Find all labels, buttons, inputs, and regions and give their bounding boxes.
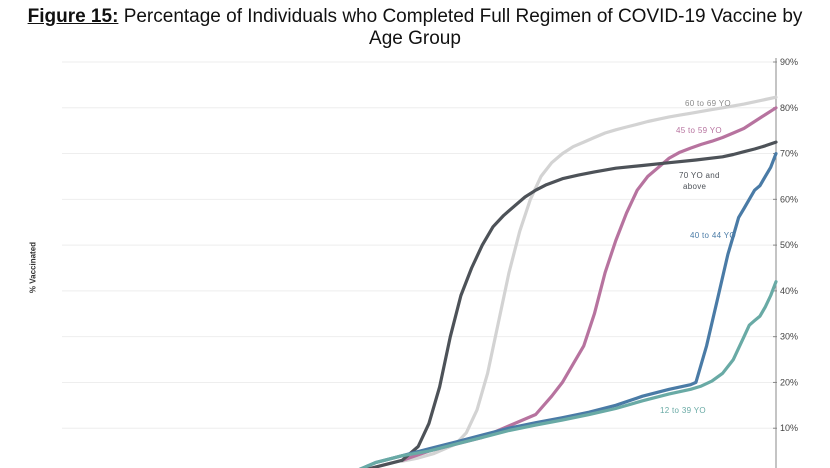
y-tick-label: 10%	[780, 423, 798, 433]
series-line-4	[358, 280, 778, 468]
series-line-1	[400, 106, 778, 462]
y-tick-label: 90%	[780, 57, 798, 67]
series-line-0	[400, 95, 778, 463]
figure-number: Figure 15:	[27, 6, 119, 27]
y-tick-label: 70%	[780, 149, 798, 159]
y-tick-label: 80%	[780, 103, 798, 113]
series-annotation: 12 to 39 YO	[660, 406, 706, 415]
series-annotation: 60 to 69 YO	[685, 99, 731, 108]
series-line-2	[365, 140, 778, 468]
y-tick-label: 40%	[780, 286, 798, 296]
series-annotation: 45 to 59 YO	[676, 126, 722, 135]
y-tick-label: 20%	[780, 377, 798, 387]
series-annotation: 40 to 44 YO	[690, 231, 736, 240]
series-annotation: 70 YO and	[679, 171, 720, 180]
title-line-1: Figure 15: Percentage of Individuals who…	[0, 6, 830, 28]
y-tick-label: 50%	[780, 240, 798, 250]
title-line-2: Age Group	[369, 28, 461, 49]
series-line-3	[358, 152, 778, 468]
series-annotation: above	[683, 182, 707, 191]
y-tick-label: 30%	[780, 332, 798, 342]
chart-title: Figure 15: Percentage of Individuals who…	[0, 6, 830, 50]
title-text: Percentage of Individuals who Completed …	[123, 6, 803, 27]
y-tick-label: 60%	[780, 194, 798, 204]
